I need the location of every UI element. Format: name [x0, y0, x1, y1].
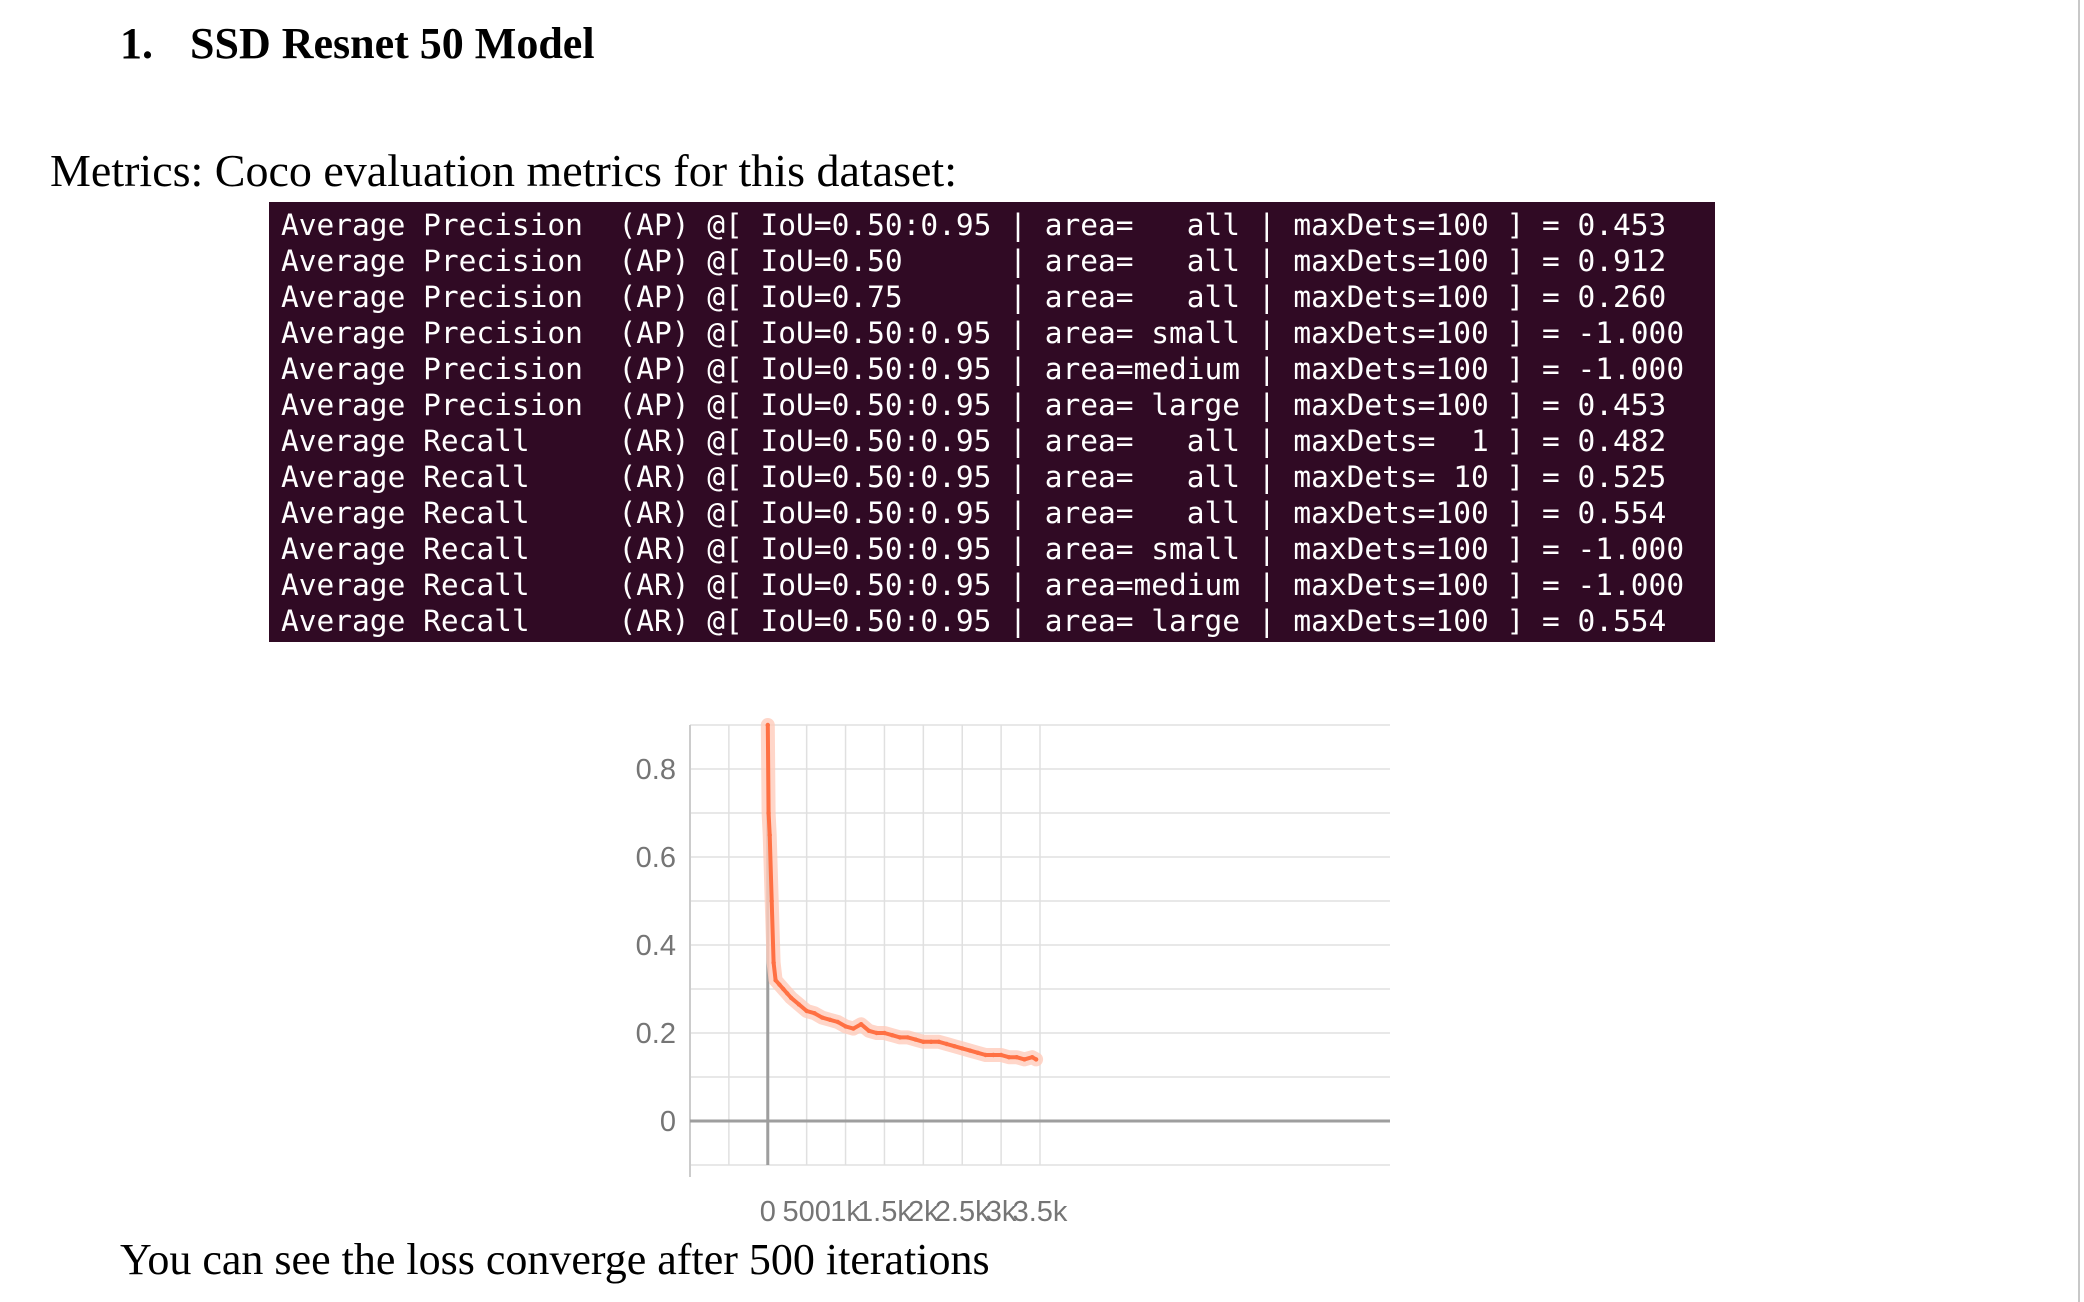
- loss-point: [890, 1033, 895, 1038]
- loss-point: [913, 1037, 918, 1042]
- loss-point: [936, 1039, 942, 1044]
- loss-raw-band: [760, 718, 1044, 1067]
- loss-point: [1022, 1057, 1027, 1062]
- loss-point: [1006, 1055, 1012, 1060]
- terminal-line-ap-small: Average Precision (AP) @[ IoU=0.50:0.95 …: [281, 316, 1685, 350]
- loss-point: [765, 722, 770, 728]
- loss-point: [767, 832, 772, 838]
- loss-point: [820, 1015, 825, 1020]
- loss-point: [781, 986, 786, 992]
- terminal-line-ar-large: Average Recall (AR) @[ IoU=0.50:0.95 | a…: [281, 604, 1667, 638]
- loss-point: [771, 960, 776, 965]
- terminal-line-ar-1: Average Recall (AR) @[ IoU=0.50:0.95 | a…: [281, 424, 1667, 458]
- section-title: SSD Resnet 50 Model: [190, 19, 595, 68]
- loss-point: [960, 1046, 965, 1051]
- loss-point: [1033, 1057, 1039, 1062]
- loss-point: [804, 1008, 809, 1014]
- caption-text: You can see the loss converge after 500 …: [120, 1235, 990, 1284]
- x-tick-label: 500: [782, 1196, 830, 1228]
- x-tick-label: 1.5k: [857, 1196, 912, 1228]
- section-heading: 1. SSD Resnet 50 Model: [120, 18, 595, 69]
- x-tick-label: 3.5k: [1013, 1196, 1068, 1228]
- terminal-line-ap-75: Average Precision (AP) @[ IoU=0.75 | are…: [281, 280, 1667, 314]
- terminal-line-ap-all: Average Precision (AP) @[ IoU=0.50:0.95 …: [281, 208, 1667, 242]
- loss-point: [858, 1022, 864, 1027]
- loss-point: [812, 1011, 817, 1016]
- loss-chart: 0 0.2 0.4 0.6 0.8 0 500 1k 1.5k 2k 2.5k 3k 3.5k: [600, 715, 1400, 1235]
- loss-point: [843, 1024, 848, 1029]
- loss-point: [975, 1050, 980, 1055]
- terminal-line-ap-medium: Average Precision (AP) @[ IoU=0.50:0.95 …: [281, 352, 1685, 386]
- loss-point: [773, 978, 778, 983]
- terminal-line-ar-medium: Average Recall (AR) @[ IoU=0.50:0.95 | a…: [281, 568, 1685, 602]
- loss-point: [1030, 1055, 1035, 1060]
- loss-point: [921, 1039, 926, 1044]
- loss-point: [851, 1026, 856, 1031]
- terminal-line-ap-large: Average Precision (AP) @[ IoU=0.50:0.95 …: [281, 388, 1667, 422]
- x-tick-label: 1k: [830, 1196, 861, 1228]
- x-tick-label: 2.5k: [935, 1196, 990, 1228]
- coco-metrics-terminal: Average Precision (AP) @[ IoU=0.50:0.95 …: [269, 202, 1715, 642]
- loss-point: [777, 982, 782, 987]
- loss-point: [983, 1052, 988, 1058]
- loss-point: [991, 1052, 996, 1058]
- y-tick-label: 0.2: [636, 1018, 676, 1050]
- section-number: 1.: [120, 19, 153, 68]
- loss-point: [952, 1044, 957, 1049]
- terminal-line-ar-100: Average Recall (AR) @[ IoU=0.50:0.95 | a…: [281, 496, 1667, 530]
- loss-point: [788, 995, 794, 1000]
- x-tick-label: 2k: [908, 1196, 939, 1228]
- loss-point: [835, 1019, 840, 1025]
- y-tick-label: 0.6: [636, 842, 676, 874]
- y-tick-label: 0.8: [636, 754, 676, 786]
- loss-point: [766, 810, 771, 816]
- metrics-intro: Metrics: Coco evaluation metrics for thi…: [50, 145, 957, 196]
- x-tick-label: 0: [760, 1196, 776, 1228]
- loss-point: [769, 898, 774, 904]
- page-edge-divider: [2078, 0, 2080, 1302]
- loss-point: [998, 1052, 1004, 1058]
- loss-point: [1014, 1055, 1019, 1060]
- loss-point: [944, 1041, 949, 1047]
- x-tick-label: 3k: [986, 1196, 1017, 1228]
- loss-point: [928, 1039, 934, 1044]
- loss-point: [866, 1028, 872, 1033]
- loss-point: [897, 1035, 903, 1040]
- y-tick-label: 0.4: [636, 930, 676, 962]
- loss-point: [905, 1035, 910, 1040]
- loss-point: [874, 1030, 879, 1036]
- terminal-line-ar-small: Average Recall (AR) @[ IoU=0.50:0.95 | a…: [281, 532, 1685, 566]
- loss-point: [796, 1002, 802, 1007]
- loss-point: [967, 1048, 973, 1053]
- terminal-line-ar-10: Average Recall (AR) @[ IoU=0.50:0.95 | a…: [281, 460, 1667, 494]
- loss-point: [827, 1017, 833, 1022]
- terminal-line-ap-50: Average Precision (AP) @[ IoU=0.50 | are…: [281, 244, 1667, 278]
- loss-point: [882, 1030, 887, 1036]
- y-tick-label: 0: [660, 1106, 676, 1138]
- loss-point: [785, 991, 790, 996]
